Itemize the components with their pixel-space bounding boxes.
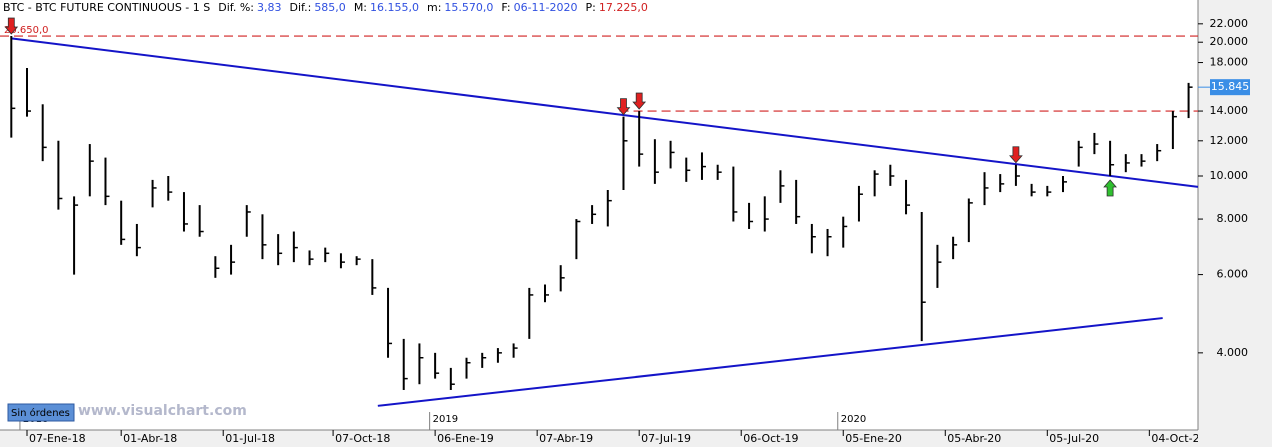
- x-tick-label: 04-Oct-20: [1151, 432, 1206, 445]
- y-tick-label: 6.000: [1217, 268, 1249, 281]
- x-tick-label: 07-Oct-18: [335, 432, 390, 445]
- y-tick-label: 20.000: [1210, 35, 1249, 48]
- last-price-box: [1210, 79, 1250, 96]
- x-tick-label: 07-Jul-19: [641, 432, 691, 445]
- header-value: 17.225,0: [599, 1, 648, 14]
- header-label: F:: [501, 1, 510, 14]
- header-value: 16.155,0: [370, 1, 419, 14]
- y-tick-label: 10.000: [1210, 169, 1249, 182]
- sell-signal: [632, 92, 647, 110]
- y-tick-label: 8.000: [1217, 212, 1249, 225]
- sell-signal: [1009, 146, 1023, 164]
- header-title: BTC - BTC FUTURE CONTINUOUS - 1 S: [3, 1, 210, 14]
- watermark: www.visualchart.com: [78, 403, 247, 419]
- header-value: 06-11-2020: [514, 1, 578, 14]
- y-tick-label: 18.000: [1210, 56, 1249, 69]
- header-value: 15.570,0: [444, 1, 493, 14]
- x-tick-label: 05-Ene-20: [845, 432, 902, 445]
- header-label: P:: [586, 1, 596, 14]
- trendline: [377, 317, 1163, 407]
- badge: Sin órdenes: [11, 407, 70, 419]
- year-label: 2019: [433, 414, 458, 425]
- y-tick-label: 22.000: [1210, 17, 1249, 30]
- header-label: m:: [427, 1, 441, 14]
- trendline: [11, 37, 1199, 188]
- x-tick-label: 07-Abr-19: [539, 432, 593, 445]
- x-axis-panel: [0, 430, 1198, 447]
- buy-signal: [1103, 179, 1117, 197]
- x-tick-label: 05-Abr-20: [947, 432, 1001, 445]
- last-price-label: 15.845: [1211, 80, 1250, 93]
- header-value: 585,0: [314, 1, 346, 14]
- header: BTC - BTC FUTURE CONTINUOUS - 1 S Dif. %…: [3, 1, 648, 14]
- x-tick-label: 01-Jul-18: [225, 432, 275, 445]
- x-axis: 07-Ene-18 01-Abr-18 01-Jul-18 07-Oct-18 06-E…: [19, 412, 1206, 445]
- header-label: M:: [354, 1, 367, 14]
- x-tick-label: 06-Oct-19: [743, 432, 798, 445]
- peak-label: 20.650,0: [4, 25, 49, 36]
- plot-area: [0, 0, 1198, 430]
- y-tick-label: 4.000: [1217, 346, 1249, 359]
- year-label: 2020: [841, 414, 866, 425]
- x-tick-label: 05-Jul-20: [1049, 432, 1099, 445]
- x-tick-label: 01-Abr-18: [123, 432, 177, 445]
- x-tick-label: 06-Ene-19: [437, 432, 494, 445]
- sell-signal: [616, 98, 631, 116]
- header-label: Dif. %:: [218, 1, 254, 14]
- y-tick-label: 14.000: [1210, 104, 1249, 117]
- x-tick-label: 07-Ene-18: [29, 432, 86, 445]
- badge-box: [7, 403, 75, 422]
- chart-layer: 22.000 20.000 18.000 14.000 12.000 10.000 8.00…: [0, 17, 1250, 445]
- y-axis-panel: [1198, 0, 1272, 447]
- y-tick-label: 12.000: [1210, 134, 1249, 147]
- header-label: Dif.:: [290, 1, 312, 14]
- sell-signal: [4, 17, 19, 35]
- header-value: 3,83: [257, 1, 282, 14]
